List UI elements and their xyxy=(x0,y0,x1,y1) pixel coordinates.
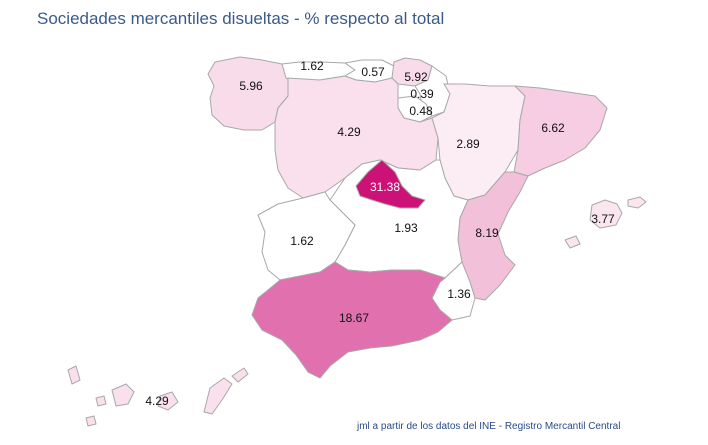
region-canarias-la-palma[interactable] xyxy=(67,365,81,385)
label-cantabria: 0.57 xyxy=(361,65,385,79)
label-extremadura: 1.62 xyxy=(290,234,314,248)
region-galicia[interactable] xyxy=(207,56,293,131)
label-asturias: 1.62 xyxy=(300,59,324,73)
source-note: jml a partir de los datos del INE - Regi… xyxy=(357,421,621,432)
label-la-rioja: 0.48 xyxy=(409,104,433,118)
label-baleares: 3.77 xyxy=(591,212,615,226)
map-title: Sociedades mercantiles disueltas - % res… xyxy=(37,9,445,28)
region-canarias-tenerife[interactable] xyxy=(111,383,135,407)
region-cataluna[interactable] xyxy=(513,85,608,177)
region-andalucia[interactable] xyxy=(251,261,453,379)
region-canarias-el-hierro[interactable] xyxy=(85,415,97,427)
label-navarra: 0.39 xyxy=(410,87,434,101)
label-valencia: 8.19 xyxy=(475,226,499,240)
label-canarias: 4.29 xyxy=(145,394,169,408)
label-murcia: 1.36 xyxy=(447,287,471,301)
label-castilla-la-mancha: 1.93 xyxy=(394,221,418,235)
label-galicia: 5.96 xyxy=(239,79,263,93)
region-canarias-gran-canaria[interactable] xyxy=(157,391,179,411)
region-canarias-fuerteventura[interactable] xyxy=(203,377,233,415)
label-aragon: 2.89 xyxy=(456,137,480,151)
region-baleares-menorca[interactable] xyxy=(627,196,647,209)
label-pais-vasco: 5.92 xyxy=(404,70,428,84)
label-castilla-leon: 4.29 xyxy=(337,125,361,139)
label-andalucia: 18.67 xyxy=(339,311,369,325)
region-baleares-ibiza[interactable] xyxy=(564,235,581,249)
label-madrid: 31.38 xyxy=(370,180,400,194)
region-valencia[interactable] xyxy=(457,171,529,301)
region-baleares[interactable] xyxy=(589,199,623,229)
label-cataluna: 6.62 xyxy=(541,121,565,135)
region-canarias-lanzarote[interactable] xyxy=(231,367,249,383)
region-canarias-la-gomera[interactable] xyxy=(95,395,107,407)
region-madrid[interactable] xyxy=(355,159,426,209)
